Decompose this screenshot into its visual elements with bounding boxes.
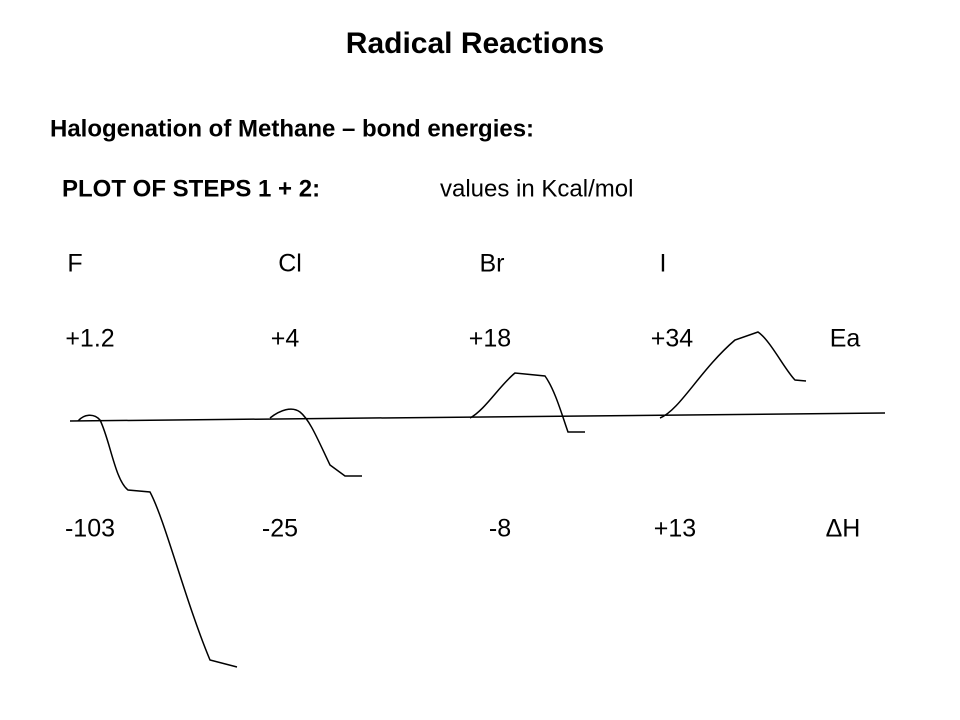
curve-br — [469, 372, 585, 433]
ea-value: +18 — [469, 325, 511, 353]
baseline — [69, 412, 886, 422]
title: Radical Reactions — [346, 27, 604, 60]
plot-heading: PLOT OF STEPS 1 + 2: — [62, 175, 320, 202]
curve-i — [659, 331, 807, 419]
ea-label: Ea — [830, 325, 861, 353]
halogen: Br — [480, 250, 505, 278]
dh-value: -25 — [262, 515, 298, 543]
halogen: F — [67, 250, 82, 278]
ea-value: +1.2 — [65, 325, 114, 353]
units-note: values in Kcal/mol — [440, 175, 633, 202]
subtitle: Halogenation of Methane – bond energies: — [50, 115, 534, 142]
curve-f — [77, 414, 238, 668]
curve-cl — [269, 408, 362, 477]
halogen: Cl — [278, 250, 302, 278]
dh-value: -8 — [489, 515, 511, 543]
ea-value: +4 — [271, 325, 300, 353]
ea-value: +34 — [651, 325, 694, 353]
dh-label: ΔH — [826, 515, 861, 543]
halogen: I — [660, 250, 667, 278]
dh-value: +13 — [654, 515, 696, 543]
dh-value: -103 — [65, 515, 115, 543]
